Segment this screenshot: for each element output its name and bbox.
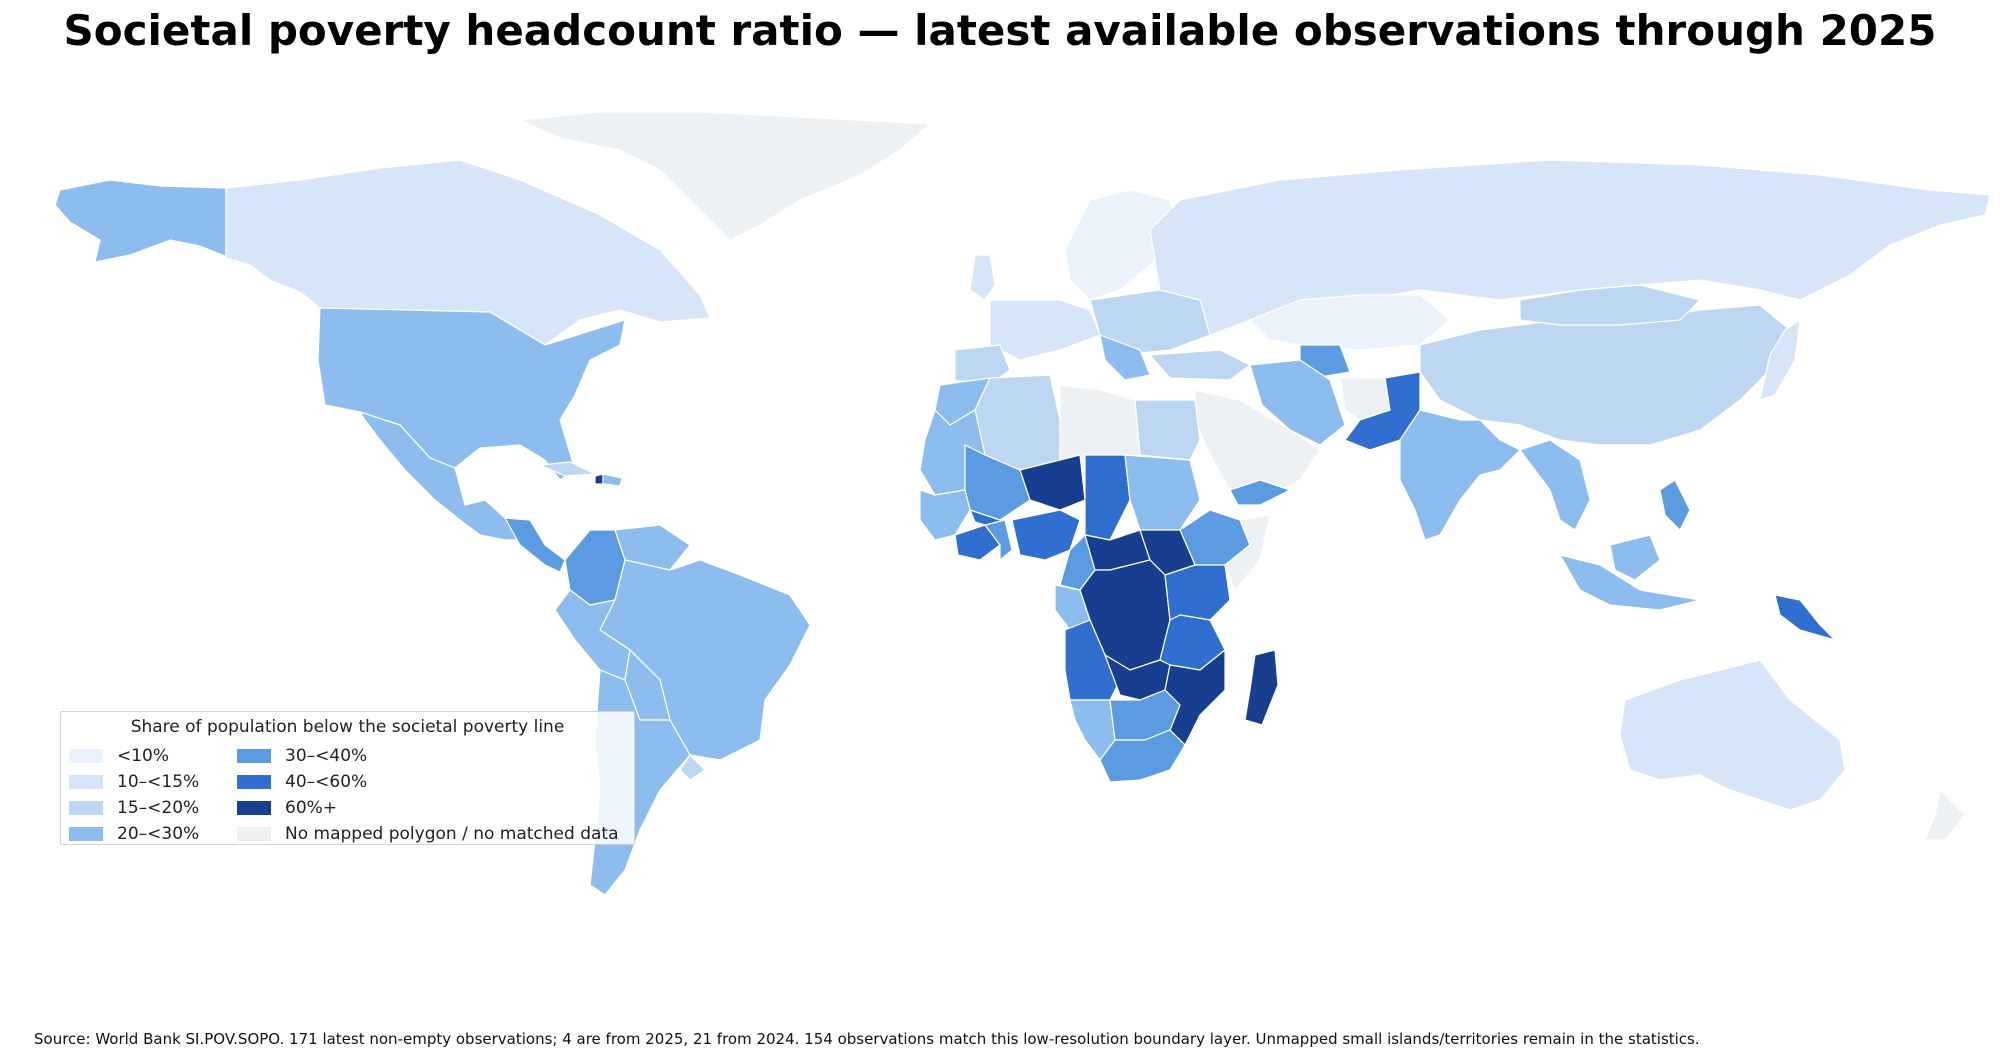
legend-swatch xyxy=(69,775,103,789)
egypt xyxy=(1134,399,1201,461)
mexico xyxy=(359,411,521,541)
mongolia xyxy=(1519,284,1701,326)
uk xyxy=(969,254,996,301)
iran xyxy=(1249,359,1346,446)
legend-item-60-plus: 60%+ xyxy=(237,798,337,818)
somalia xyxy=(1224,514,1271,591)
pakistan xyxy=(1344,371,1421,451)
legend-label: 10–<15% xyxy=(117,772,200,792)
southeast-asia xyxy=(1519,439,1591,531)
legend-swatch xyxy=(237,775,271,789)
map-title: Societal poverty headcount ratio — lates… xyxy=(63,6,1937,55)
dominican-republic xyxy=(602,473,623,487)
legend-item-no-data: No mapped polygon / no matched data xyxy=(237,824,619,844)
canada xyxy=(225,159,711,346)
legend-label: 30–<40% xyxy=(285,746,368,766)
legend-swatch xyxy=(69,801,103,815)
libya xyxy=(1059,384,1141,461)
kazakhstan xyxy=(1249,294,1451,351)
legend-label: 40–<60% xyxy=(285,772,368,792)
legend-label: 60%+ xyxy=(285,798,338,818)
legend-swatch xyxy=(69,827,103,841)
greenland xyxy=(519,111,931,241)
uganda-kenya xyxy=(1164,564,1231,621)
indonesia xyxy=(1559,554,1701,611)
central-america xyxy=(504,517,566,573)
balkans xyxy=(1099,334,1151,381)
legend-swatch xyxy=(237,749,271,763)
legend-item-40-60: 40–<60% xyxy=(237,772,367,792)
philippines xyxy=(1659,479,1691,531)
angola xyxy=(1064,619,1121,701)
legend-item-15-20: 15–<20% xyxy=(69,798,199,818)
senegal-guinea xyxy=(919,489,971,541)
papua-new-guinea xyxy=(1774,594,1836,641)
map-legend: Share of population below the societal p… xyxy=(60,711,635,845)
turkey xyxy=(1149,349,1251,381)
uruguay xyxy=(679,754,706,781)
source-note: Source: World Bank SI.POV.SOPO. 171 late… xyxy=(34,1030,1700,1048)
western-europe xyxy=(989,299,1101,361)
india xyxy=(1399,409,1521,541)
legend-label: 15–<20% xyxy=(117,798,200,818)
haiti xyxy=(594,473,604,485)
legend-label: <10% xyxy=(117,746,170,766)
new-zealand xyxy=(1924,789,1966,841)
legend-swatch xyxy=(69,749,103,763)
legend-label: 20–<30% xyxy=(117,824,200,844)
madagascar xyxy=(1244,649,1279,726)
legend-item-10-15: 10–<15% xyxy=(69,772,199,792)
venezuela xyxy=(614,524,691,571)
united-states xyxy=(317,307,626,481)
cuba xyxy=(539,461,596,477)
alaska xyxy=(54,179,276,279)
legend-item-under-10: <10% xyxy=(69,746,169,766)
yemen xyxy=(1229,479,1291,506)
sudan xyxy=(1124,454,1201,531)
ivory-coast xyxy=(954,524,1001,561)
borneo xyxy=(1609,534,1661,581)
legend-label: No mapped polygon / no matched data xyxy=(285,824,619,844)
australia xyxy=(1619,659,1846,811)
legend-title: Share of population below the societal p… xyxy=(130,717,565,737)
legend-item-20-30: 20–<30% xyxy=(69,824,199,844)
burkina-faso xyxy=(969,509,1006,526)
legend-item-30-40: 30–<40% xyxy=(237,746,367,766)
japan xyxy=(1759,319,1801,401)
legend-swatch xyxy=(237,827,271,841)
legend-swatch xyxy=(237,801,271,815)
south-africa xyxy=(1099,729,1186,783)
chad xyxy=(1084,454,1131,541)
